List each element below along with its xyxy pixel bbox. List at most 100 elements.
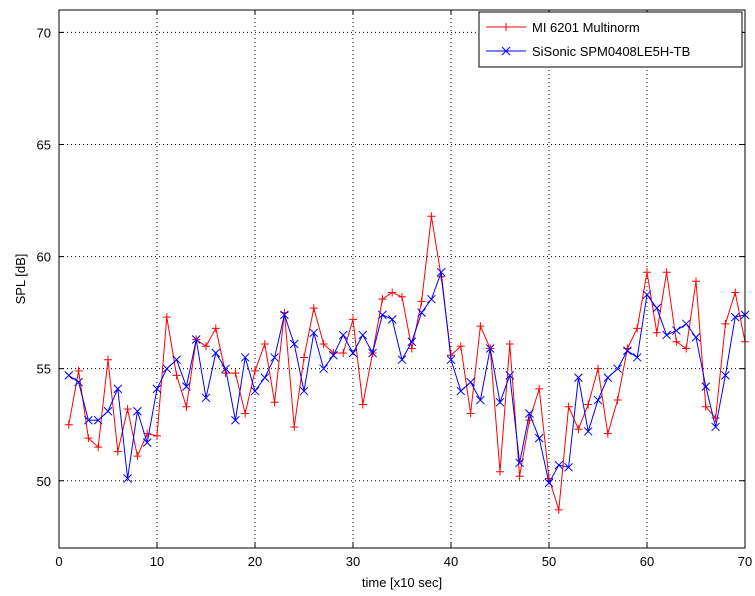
plot-background [59,10,745,548]
series-1-point [349,315,357,324]
grid-lines [59,10,745,548]
series-2-point [123,474,132,483]
series-1-point [398,292,406,301]
series-2-line [68,272,746,485]
legend: MI 6201 Multinorm SiSonic SPM0408LE5H-TB [478,11,743,68]
series-1-point [564,402,573,411]
x-tick-label: 40 [444,554,458,569]
series-1 [64,212,749,514]
series-2-point [368,348,377,358]
series-1-line [68,216,746,511]
series-2-point [74,377,83,387]
series-2-point [613,364,622,374]
series-2-point [182,382,191,391]
x-tick-label: 50 [542,554,556,569]
series-2-point [721,371,730,380]
x-tick-label: 10 [150,554,164,569]
series-2-point [574,373,583,382]
series-1-point [407,344,416,353]
plot-frame [58,9,746,549]
series-2-point [299,386,309,396]
series-1-point [300,353,308,362]
x-axis-label: time [x10 sec] [362,575,442,590]
x-tick-label: 20 [248,554,262,569]
series-2-point [250,386,260,396]
series-2-point [525,409,534,418]
series-2-point [211,348,221,358]
legend-marker-series-2 [501,46,511,56]
series-2-point [691,332,701,342]
series-2-point [221,364,230,374]
series-1-point [153,431,161,440]
series-2-point [387,314,397,324]
series-1-point [113,447,122,456]
series-2-point [270,353,279,362]
series-2-point [681,319,691,329]
series-2-point [348,348,358,358]
series-1-point [554,505,563,514]
y-tick-label: 65 [37,138,51,153]
series-1-point [202,342,210,351]
series-1-point [182,402,191,411]
legend-box [478,11,743,68]
series-2-point [564,462,573,472]
series-2-point [260,373,270,382]
y-tick-label: 60 [37,250,51,265]
x-tick-labels: 0 10 20 30 40 50 60 70 [55,554,752,569]
x-tick-label: 30 [346,554,360,569]
y-tick-label: 55 [37,362,51,377]
series-1-point [535,384,544,393]
series-1-point [123,405,132,414]
series-2-point [64,371,74,380]
series-1-point [682,344,691,353]
series-1-point [358,400,367,409]
series-1-point [309,304,318,313]
series-1-point [378,295,387,304]
series-1-point [427,212,436,221]
series-1-point [652,328,661,337]
legend-label-series-1: MI 6201 Multinorm [532,20,640,35]
series-2-point [515,458,524,468]
y-tick-label: 50 [37,474,51,489]
series-2-point [201,393,211,403]
series-2-point [642,290,652,300]
series-2-point [554,460,564,470]
series-1-point [339,348,348,357]
series-2-point [240,353,250,362]
series-2-point [231,415,240,425]
series-2-point [378,310,387,320]
series-1-point [476,322,485,331]
series-1-point [104,355,112,364]
series-1-point [74,366,83,375]
series-1-point [211,324,220,333]
series-2-point [427,294,436,304]
series-2-point [113,384,123,394]
series-1-point [721,319,730,328]
legend-label-series-2: SiSonic SPM0408LE5H-TB [532,44,690,59]
series-2-point [476,395,485,405]
series-1-point [133,452,142,461]
series-2-point [485,344,495,353]
series-2-point [142,438,152,447]
series-layer [64,212,750,514]
series-1-point [731,288,740,297]
series-1-point [496,467,504,476]
series-2-point [672,326,681,335]
series-1-point [84,434,93,443]
series-2-point [289,339,299,349]
series-2-point [93,415,103,425]
series-1-point [417,297,426,306]
series-2-point [456,386,466,396]
series-1-point [94,443,103,452]
series-2-point [309,328,319,338]
series-1-point [505,340,514,349]
series-2-point [152,384,162,394]
series-2-point [84,415,93,425]
series-1-point [251,366,259,375]
x-tick-label: 60 [640,554,654,569]
series-2-point [162,364,172,374]
series-2-point [319,364,328,374]
y-tick-label: 70 [37,25,51,40]
series-2-point [407,337,417,347]
